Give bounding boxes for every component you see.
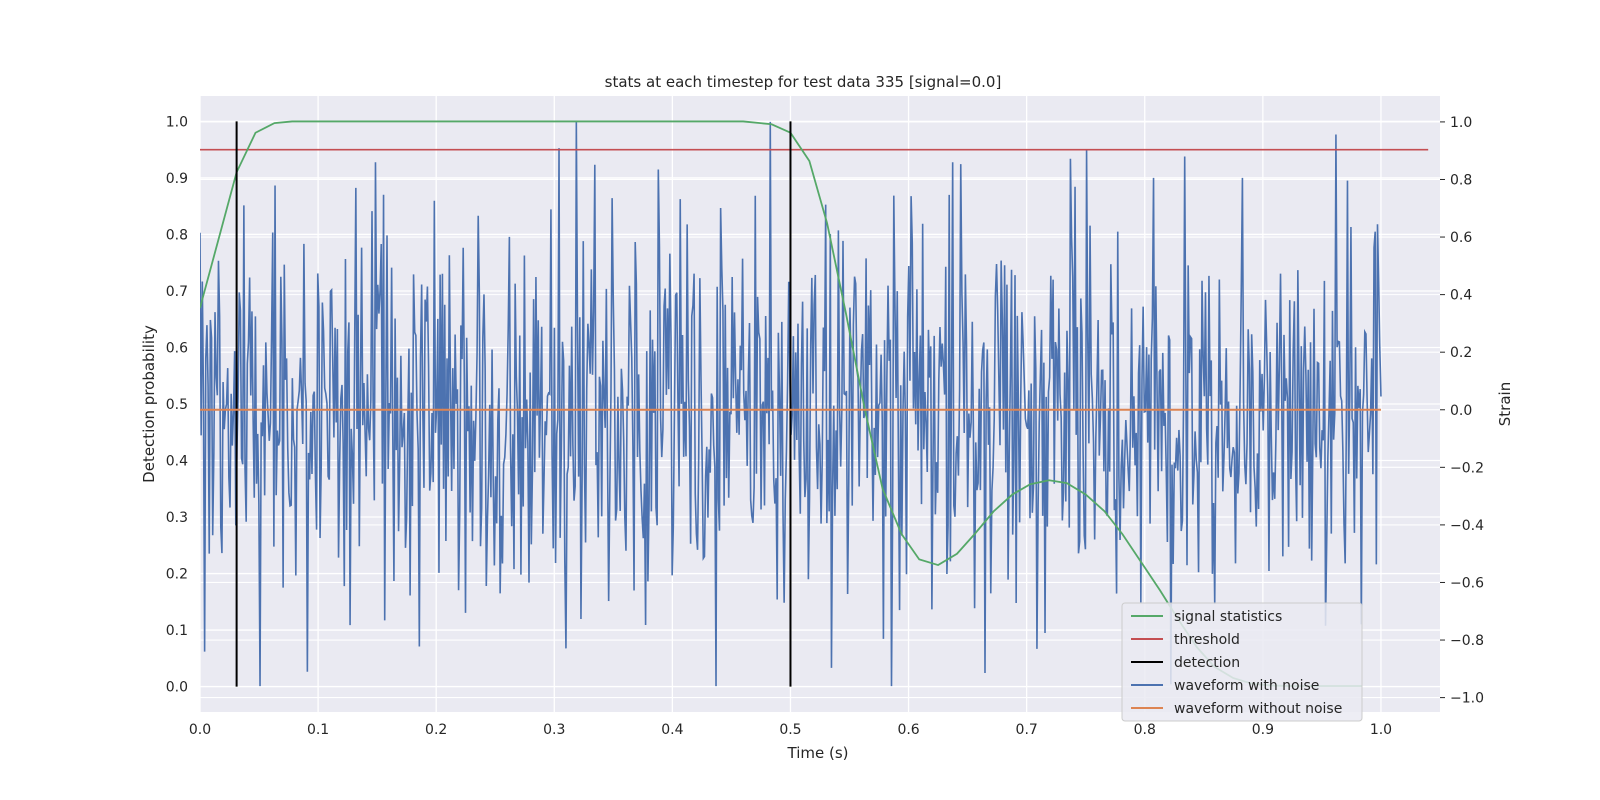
legend-label: signal statistics [1174, 609, 1282, 625]
left-tick-label: 0.1 [166, 623, 188, 639]
x-tick-label: 0.5 [779, 722, 801, 738]
left-tick-label: 0.8 [166, 227, 188, 243]
legend: signal statistics threshold detection wavef… [1121, 602, 1363, 722]
right-tick-label: −0.2 [1450, 460, 1484, 476]
x-tick-label: 0.2 [425, 722, 447, 738]
left-tick-label: 0.6 [166, 340, 188, 356]
right-tick-label: −1.0 [1450, 691, 1484, 707]
left-tick-label: 0.2 [166, 567, 188, 583]
legend-label: detection [1174, 655, 1240, 671]
right-tick-label: −0.4 [1450, 518, 1484, 534]
chart-title: stats at each timestep for test data 335… [605, 73, 1002, 91]
x-tick-label: 1.0 [1370, 722, 1392, 738]
x-axis-ticks: 0.0 0.1 0.2 0.3 0.4 0.5 0.6 0.7 0.8 0.9 1.0 [189, 722, 1392, 738]
right-tick-label: 0.4 [1450, 288, 1472, 304]
left-tick-label: 0.0 [166, 680, 188, 696]
legend-frame [1121, 602, 1363, 722]
legend-label: threshold [1174, 632, 1240, 648]
x-tick-label: 0.7 [1016, 722, 1038, 738]
right-tick-label: 0.2 [1450, 345, 1472, 361]
right-axis-label: Strain [1496, 382, 1514, 426]
right-tick-label: −0.8 [1450, 633, 1484, 649]
left-tick-label: 0.5 [166, 397, 188, 413]
left-tick-label: 0.4 [166, 454, 188, 470]
x-tick-label: 0.0 [189, 722, 211, 738]
right-tick-label: 0.0 [1450, 403, 1472, 419]
right-axis-ticks: −1.0 −0.8 −0.6 −0.4 −0.2 0.0 0.2 0.4 0.6 0.8 1.0 [1440, 115, 1484, 707]
left-tick-label: 0.7 [166, 284, 188, 300]
left-tick-label: 0.9 [166, 171, 188, 187]
x-axis-label: Time (s) [787, 744, 849, 762]
left-axis-label: Detection probability [140, 325, 158, 483]
x-tick-label: 0.3 [543, 722, 565, 738]
right-tick-label: −0.6 [1450, 575, 1484, 591]
left-tick-label: 1.0 [166, 114, 188, 130]
x-tick-label: 0.9 [1252, 722, 1274, 738]
x-tick-label: 0.6 [897, 722, 919, 738]
legend-label: waveform without noise [1174, 701, 1342, 717]
left-axis-ticks: 0.0 0.1 0.2 0.3 0.4 0.5 0.6 0.7 0.8 0.9 1.0 [166, 114, 188, 695]
x-tick-label: 0.1 [307, 722, 329, 738]
x-tick-label: 0.4 [661, 722, 683, 738]
right-tick-label: 1.0 [1450, 115, 1472, 131]
left-tick-label: 0.3 [166, 510, 188, 526]
legend-label: waveform with noise [1174, 678, 1319, 694]
right-tick-label: 0.6 [1450, 230, 1472, 246]
x-tick-label: 0.8 [1134, 722, 1156, 738]
right-tick-label: 0.8 [1450, 172, 1472, 188]
